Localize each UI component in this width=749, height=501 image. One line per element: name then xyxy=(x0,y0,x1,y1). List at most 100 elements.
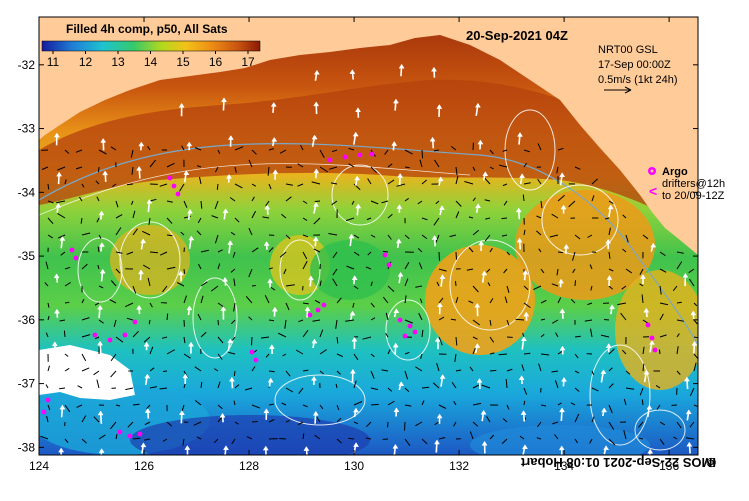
drifter-point xyxy=(408,324,413,329)
current-vector xyxy=(315,201,320,202)
current-vector xyxy=(252,337,253,345)
y-tick-label: -32 xyxy=(18,58,36,72)
argo-icon xyxy=(648,167,656,175)
current-vector xyxy=(184,269,185,274)
current-vector xyxy=(456,281,457,286)
y-tick-label: -37 xyxy=(18,377,36,391)
current-vector xyxy=(502,218,508,219)
drifter-point xyxy=(118,430,123,435)
drifter-point xyxy=(322,303,327,308)
y-tick-label: -33 xyxy=(18,122,36,136)
drifter-point xyxy=(133,320,138,325)
drifter-point xyxy=(123,333,128,338)
drifter-point xyxy=(370,152,375,157)
drifter-point xyxy=(646,323,651,328)
drifter-point xyxy=(70,248,75,253)
drifter-point xyxy=(128,434,133,439)
current-vector xyxy=(48,184,49,189)
current-vector xyxy=(252,422,258,423)
date-label: 20-Sep-2021 04Z xyxy=(466,28,568,43)
current-vector xyxy=(405,167,410,168)
product-title: Filled 4h comp, p50, All Sats xyxy=(66,22,228,36)
drifter-point xyxy=(168,176,173,181)
current-vector xyxy=(167,235,173,236)
drifter-point xyxy=(138,432,143,437)
current-vector xyxy=(59,388,65,389)
y-tick-label: -34 xyxy=(18,185,36,199)
current-vector xyxy=(99,167,100,172)
drifter-point xyxy=(93,333,98,338)
drifter-point xyxy=(398,318,403,323)
drifter-point xyxy=(650,336,655,341)
colorbar xyxy=(42,41,260,51)
drifters-date: to 20/09-12Z xyxy=(662,190,725,202)
current-vector xyxy=(659,350,660,355)
current-vector xyxy=(64,331,65,337)
current-vector xyxy=(383,251,388,252)
colorbar-tick-label: 16 xyxy=(209,55,223,69)
current-vector xyxy=(523,195,524,201)
current-vector xyxy=(234,371,235,376)
drifter-point xyxy=(46,398,51,403)
y-tick-label: -35 xyxy=(18,249,36,263)
current-vector xyxy=(575,280,576,286)
drifter-point xyxy=(176,192,181,197)
current-vector xyxy=(252,286,256,287)
drifters-label: drifters@12h xyxy=(662,178,725,190)
drifter-point xyxy=(108,338,113,343)
current-vector xyxy=(524,353,530,354)
current-vector xyxy=(642,400,643,406)
drifter-point xyxy=(403,334,408,339)
current-vector xyxy=(163,371,167,372)
current-vector xyxy=(451,319,456,320)
model-label: NRT00 GSL xyxy=(598,44,658,56)
drifter-point xyxy=(42,410,47,415)
drifter-point xyxy=(383,253,388,258)
drifter-point xyxy=(387,263,392,268)
current-vector xyxy=(604,320,609,321)
y-tick-label: -36 xyxy=(18,313,36,327)
drifter-point xyxy=(653,348,658,353)
x-tick-label: 128 xyxy=(239,459,259,473)
colorbar-tick-label: 14 xyxy=(144,55,158,69)
x-tick-label: 130 xyxy=(344,459,364,473)
argo-label: Argo xyxy=(662,166,688,178)
current-vector xyxy=(490,370,496,371)
drifter-point xyxy=(413,330,418,335)
drifter-point xyxy=(316,308,321,313)
colorbar-tick-label: 13 xyxy=(111,55,125,69)
drifter-icon: < xyxy=(649,183,657,199)
current-vector xyxy=(439,252,440,261)
current-vector xyxy=(217,184,218,190)
current-vector xyxy=(456,252,457,260)
current-vector xyxy=(279,439,286,440)
x-tick-label: 132 xyxy=(449,459,469,473)
drifter-point xyxy=(358,153,363,158)
drifter-point xyxy=(254,358,259,363)
drifter-point xyxy=(250,350,255,355)
current-vector xyxy=(269,371,275,372)
colorbar-tick-label: 11 xyxy=(47,55,60,69)
colorbar-tick-label: 12 xyxy=(79,55,93,69)
drifter-point xyxy=(328,158,333,163)
drifter-point xyxy=(74,256,79,261)
current-vector xyxy=(558,252,563,253)
y-tick-label: -38 xyxy=(18,440,36,454)
current-vector xyxy=(405,422,406,431)
scale-label: 0.5m/s (1kt 24h) xyxy=(598,74,677,86)
current-vector xyxy=(422,150,423,158)
x-tick-label: 124 xyxy=(29,459,49,473)
cool-patch xyxy=(310,240,390,300)
current-vector xyxy=(218,320,219,325)
drifter-point xyxy=(343,155,348,160)
x-tick-label: 126 xyxy=(134,459,154,473)
model-date: 17-Sep 00:00Z xyxy=(598,59,671,71)
current-vector xyxy=(422,387,429,388)
drifter-point xyxy=(172,184,177,189)
credit-text: IMOS 22-Sep-2021 01:08 Hobart xyxy=(521,455,716,470)
colorbar-tick-label: 15 xyxy=(176,55,190,69)
colorbar-tick-label: 17 xyxy=(241,55,255,69)
current-vector xyxy=(167,314,168,320)
drifter-point xyxy=(308,313,313,318)
